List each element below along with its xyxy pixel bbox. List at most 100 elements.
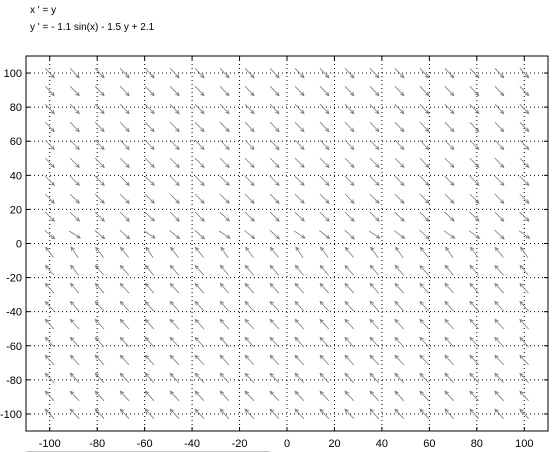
field-arrow bbox=[393, 230, 406, 239]
field-arrow bbox=[169, 193, 180, 204]
field-arrow bbox=[194, 193, 205, 204]
field-arrow bbox=[194, 175, 205, 187]
field-arrow bbox=[344, 175, 355, 187]
field-arrow bbox=[444, 103, 455, 115]
field-arrow bbox=[394, 282, 404, 294]
field-arrow bbox=[244, 372, 255, 384]
field-arrow bbox=[519, 390, 529, 402]
field-arrow bbox=[294, 300, 305, 312]
field-arrow bbox=[444, 282, 454, 294]
field-arrow bbox=[519, 103, 530, 115]
field-arrow bbox=[119, 390, 130, 402]
field-arrow bbox=[369, 103, 380, 115]
y-tick-label: -20 bbox=[6, 273, 22, 285]
field-arrow bbox=[119, 103, 130, 115]
field-arrow bbox=[269, 282, 280, 294]
field-arrow bbox=[119, 157, 130, 169]
field-arrow bbox=[269, 193, 280, 204]
field-arrow bbox=[94, 229, 106, 240]
field-arrow bbox=[219, 318, 230, 330]
field-arrow bbox=[370, 246, 379, 259]
field-arrow bbox=[469, 175, 480, 187]
field-arrow bbox=[419, 193, 430, 204]
field-arrow bbox=[45, 246, 55, 258]
field-arrow bbox=[494, 103, 505, 115]
field-arrow bbox=[244, 193, 255, 204]
field-arrow bbox=[45, 121, 55, 133]
field-arrow bbox=[419, 390, 430, 402]
field-arrow bbox=[394, 390, 405, 402]
field-arrow bbox=[170, 246, 179, 258]
field-arrow bbox=[144, 157, 155, 169]
field-arrow bbox=[69, 300, 80, 312]
chart-title-line-2: y ' = - 1.1 sin(x) - 1.5 y + 2.1 bbox=[30, 22, 155, 33]
field-arrow bbox=[319, 336, 330, 348]
field-arrow bbox=[44, 264, 55, 276]
field-arrow bbox=[119, 336, 130, 348]
field-arrow bbox=[469, 354, 479, 366]
field-arrow bbox=[244, 139, 255, 151]
field-arrow bbox=[244, 68, 255, 79]
x-tick-label: -60 bbox=[137, 438, 153, 450]
field-arrow bbox=[394, 86, 405, 97]
x-tick-label: 80 bbox=[471, 438, 483, 450]
field-arrow bbox=[519, 121, 530, 133]
field-arrow bbox=[369, 408, 380, 420]
field-arrow bbox=[69, 157, 80, 169]
field-arrow bbox=[219, 139, 230, 151]
field-arrow bbox=[169, 175, 180, 187]
field-arrow bbox=[244, 336, 255, 348]
field-arrow bbox=[169, 230, 181, 240]
field-arrow bbox=[144, 282, 155, 294]
field-arrow bbox=[319, 282, 330, 294]
field-arrow bbox=[194, 103, 205, 115]
field-arrow bbox=[119, 264, 130, 276]
field-arrow bbox=[144, 175, 155, 186]
field-arrow bbox=[319, 193, 330, 204]
field-arrow bbox=[519, 264, 529, 276]
field-arrow bbox=[94, 390, 105, 402]
field-arrow bbox=[169, 390, 180, 402]
field-arrow bbox=[394, 157, 405, 169]
field-arrow bbox=[194, 211, 205, 222]
field-arrow bbox=[69, 408, 80, 420]
field-arrow bbox=[269, 121, 280, 133]
field-arrow bbox=[69, 336, 80, 348]
x-tick-label: 20 bbox=[328, 438, 340, 450]
field-arrow bbox=[344, 264, 355, 276]
field-arrow bbox=[519, 211, 530, 222]
field-arrow bbox=[94, 372, 105, 384]
field-arrow bbox=[469, 211, 480, 222]
field-arrow bbox=[169, 264, 180, 276]
field-arrow bbox=[344, 85, 355, 97]
field-arrow bbox=[44, 372, 55, 384]
field-arrow bbox=[344, 103, 355, 115]
bottom-divider bbox=[26, 451, 270, 452]
field-arrow bbox=[469, 318, 479, 330]
field-arrow bbox=[169, 336, 180, 348]
field-arrow bbox=[469, 103, 480, 115]
field-arrow bbox=[69, 354, 80, 366]
field-arrow bbox=[219, 68, 230, 79]
field-arrow bbox=[444, 157, 455, 169]
field-arrow bbox=[394, 300, 405, 312]
x-tick-label: -100 bbox=[39, 438, 61, 450]
field-arrow bbox=[94, 264, 105, 276]
field-arrow bbox=[344, 390, 355, 402]
field-arrow bbox=[344, 121, 355, 133]
field-arrow bbox=[344, 193, 355, 204]
field-arrow bbox=[444, 390, 454, 402]
field-arrow bbox=[169, 211, 180, 222]
field-arrow bbox=[469, 157, 480, 169]
field-arrow bbox=[219, 264, 230, 276]
field-arrow bbox=[244, 103, 255, 115]
field-arrow bbox=[319, 230, 331, 240]
field-arrow bbox=[494, 68, 505, 79]
field-arrow bbox=[519, 336, 529, 348]
chart-title-line-1: x ' = y bbox=[30, 5, 57, 16]
field-arrow bbox=[269, 246, 279, 258]
field-arrow bbox=[269, 390, 280, 402]
field-arrow bbox=[68, 230, 81, 239]
field-arrow bbox=[94, 175, 105, 187]
field-arrow bbox=[519, 318, 529, 330]
